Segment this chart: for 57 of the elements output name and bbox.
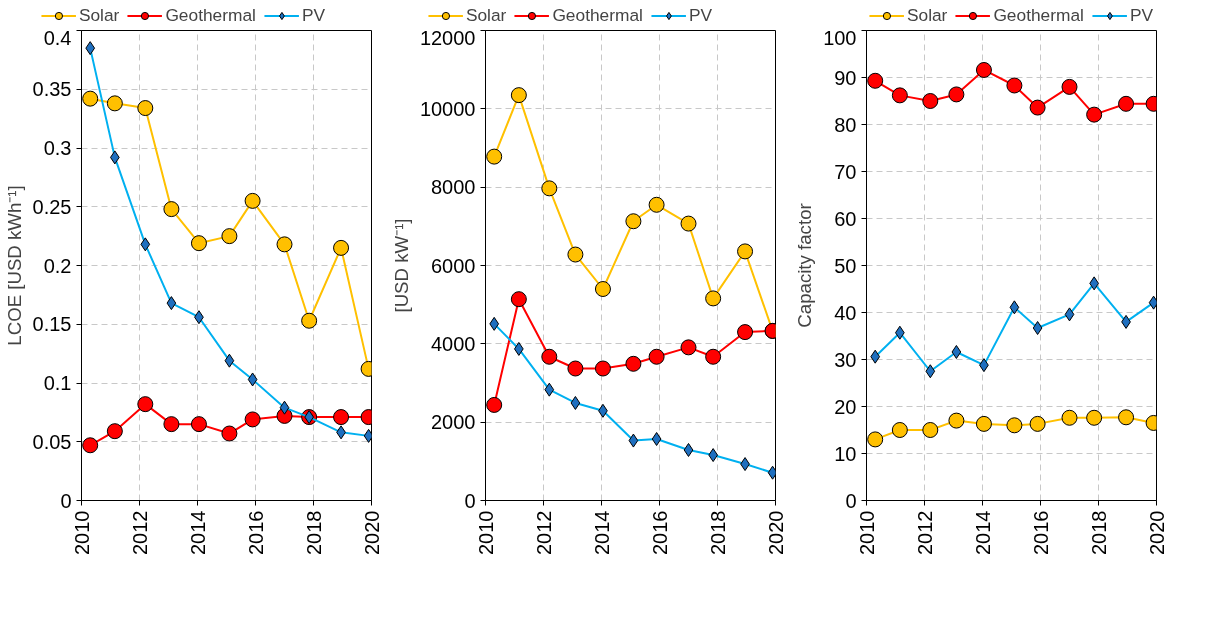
x-tick-label: 2012: [128, 510, 151, 555]
x-tick-label: 2012: [532, 510, 555, 555]
y-tick-label: 0.35: [32, 78, 72, 101]
y-tick-label: 90: [834, 66, 857, 89]
legend-label: Solar: [906, 4, 948, 26]
y-tick-label: 0.15: [32, 313, 72, 336]
x-tick-label: 2020: [1145, 510, 1168, 555]
y-tick-label: 20: [834, 395, 857, 418]
y-tick-label: 50: [834, 254, 857, 277]
y-tick-label: 40: [834, 301, 857, 324]
legend-label: Geothermal: [993, 4, 1084, 26]
legend-label: Geothermal: [165, 4, 256, 26]
y-tick-label: 8000: [431, 176, 476, 199]
x-tick-label: 2010: [474, 510, 497, 555]
x-tick-label: 2014: [186, 510, 209, 555]
y-tick-label: 12000: [419, 26, 476, 49]
y-tick-label: 0.1: [43, 372, 72, 394]
y-tick-label: 10000: [419, 97, 476, 120]
legend-label: PV: [301, 4, 326, 26]
legend-label: PV: [688, 4, 713, 26]
legend-label: Geothermal: [552, 4, 643, 26]
x-tick-label: 2018: [1087, 510, 1110, 555]
y-tick-label: 2000: [431, 411, 476, 434]
y-tick-label: 0: [60, 489, 72, 512]
y-tick-label: 0: [845, 489, 857, 512]
y-tick-label: 30: [834, 348, 857, 371]
x-tick-label: 2016: [648, 510, 671, 555]
x-tick-label: 2014: [590, 510, 613, 555]
legend-label: Solar: [78, 4, 120, 26]
y-tick-label: 0: [464, 489, 476, 512]
y-tick-label: 60: [834, 207, 857, 230]
x-tick-label: 2018: [706, 510, 729, 555]
x-tick-label: 2010: [855, 510, 878, 555]
y-tick-label: 0.3: [43, 137, 72, 159]
y-tick-label: 0.05: [32, 430, 72, 453]
x-tick-label: 2020: [764, 510, 787, 555]
y-tick-label: 0.25: [32, 195, 72, 218]
y-tick-label: 4000: [431, 332, 476, 355]
x-tick-label: 2016: [1029, 510, 1052, 555]
x-tick-label: 2018: [302, 510, 325, 555]
y-tick-label: 0.2: [43, 254, 72, 277]
x-tick-label: 2020: [360, 510, 383, 555]
x-tick-label: 2012: [913, 510, 936, 555]
y-tick-label: 10: [834, 442, 857, 465]
legend-label: PV: [1129, 4, 1154, 26]
y-tick-label: 100: [823, 26, 857, 49]
x-tick-label: 2010: [70, 510, 93, 555]
x-tick-label: 2016: [244, 510, 267, 555]
y-axis-title: LCOE [USD kWh⁻¹]: [3, 185, 25, 346]
y-axis-title: Capacity factor: [794, 203, 816, 328]
y-tick-label: 80: [834, 113, 857, 136]
y-axis-title: [USD kW⁻¹]: [390, 218, 412, 313]
y-tick-label: 0.4: [43, 26, 72, 49]
x-tick-label: 2014: [971, 510, 994, 555]
legend-label: Solar: [465, 4, 507, 26]
y-tick-label: 6000: [431, 254, 476, 277]
y-tick-label: 70: [834, 160, 857, 183]
